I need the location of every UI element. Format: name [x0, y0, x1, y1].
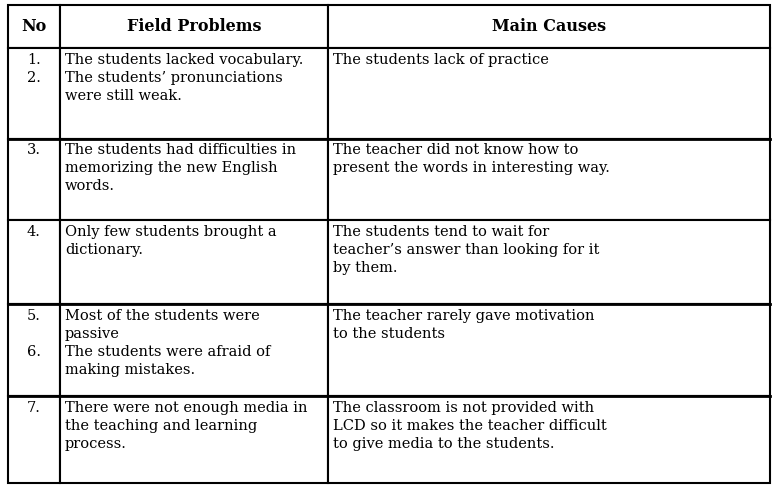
Text: Only few students brought a
dictionary.: Only few students brought a dictionary.: [65, 225, 277, 257]
Text: There were not enough media in
the teaching and learning
process.: There were not enough media in the teach…: [65, 401, 307, 451]
Bar: [8, 48, 60, 139]
Bar: [60, 139, 328, 220]
Bar: [60, 396, 328, 483]
Text: 1.
2.: 1. 2.: [26, 53, 40, 85]
Bar: [328, 5, 770, 48]
Text: 3.: 3.: [26, 143, 40, 158]
Bar: [8, 396, 60, 483]
Bar: [8, 220, 60, 304]
Bar: [328, 48, 770, 139]
Bar: [60, 48, 328, 139]
Bar: [60, 220, 328, 304]
Bar: [328, 220, 770, 304]
Text: Most of the students were
passive
The students were afraid of
making mistakes.: Most of the students were passive The st…: [65, 309, 271, 377]
Text: 5.

6.: 5. 6.: [26, 309, 40, 359]
Text: The students had difficulties in
memorizing the new English
words.: The students had difficulties in memoriz…: [65, 143, 296, 193]
Text: Main Causes: Main Causes: [492, 18, 606, 35]
Bar: [8, 5, 60, 48]
Text: 7.: 7.: [26, 401, 40, 415]
Text: The teacher rarely gave motivation
to the students: The teacher rarely gave motivation to th…: [334, 309, 595, 341]
Bar: [328, 139, 770, 220]
Bar: [60, 304, 328, 396]
Text: The students lacked vocabulary.
The students’ pronunciations
were still weak.: The students lacked vocabulary. The stud…: [65, 53, 303, 102]
Text: The students tend to wait for
teacher’s answer than looking for it
by them.: The students tend to wait for teacher’s …: [334, 225, 600, 275]
Text: The classroom is not provided with
LCD so it makes the teacher difficult
to give: The classroom is not provided with LCD s…: [334, 401, 607, 451]
Bar: [8, 139, 60, 220]
Text: The teacher did not know how to
present the words in interesting way.: The teacher did not know how to present …: [334, 143, 610, 175]
Text: 4.: 4.: [26, 225, 40, 239]
Bar: [8, 304, 60, 396]
Bar: [328, 396, 770, 483]
Text: No: No: [21, 18, 47, 35]
Bar: [60, 5, 328, 48]
Bar: [328, 304, 770, 396]
Text: Field Problems: Field Problems: [127, 18, 261, 35]
Text: The students lack of practice: The students lack of practice: [334, 53, 549, 67]
